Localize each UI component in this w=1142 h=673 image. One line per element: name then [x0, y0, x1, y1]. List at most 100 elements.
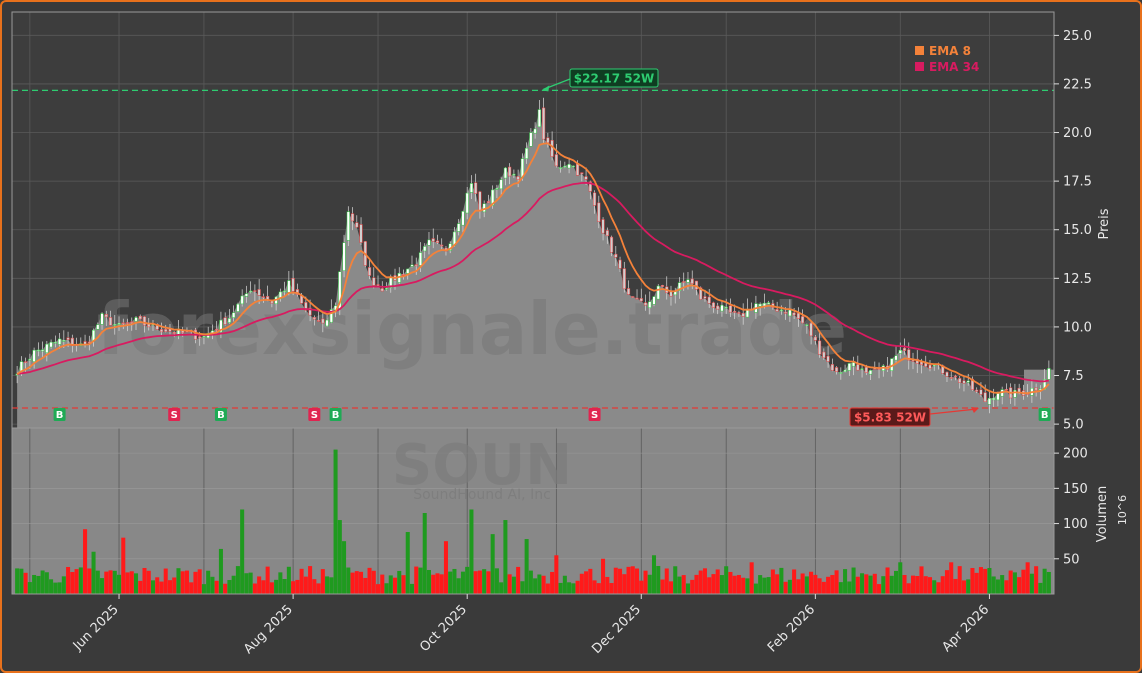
- candle-body: [839, 372, 843, 374]
- candle-body: [822, 351, 826, 359]
- volume-bar: [231, 575, 236, 594]
- candle-body: [499, 179, 503, 190]
- volume-bar: [452, 568, 457, 594]
- candle-body: [618, 259, 622, 269]
- volume-bar: [172, 577, 177, 594]
- volume-bar: [732, 575, 737, 594]
- candle-body: [728, 305, 733, 313]
- volume-bar: [218, 548, 223, 594]
- volume-bar: [167, 580, 172, 594]
- candle-body: [142, 316, 147, 326]
- high-52w-arrowhead: [541, 85, 550, 92]
- price-tick-label: 25.0: [1063, 29, 1092, 44]
- volume-bar: [1004, 580, 1009, 594]
- volume-bar: [949, 562, 954, 594]
- volume-bar: [261, 580, 266, 594]
- candle: [440, 238, 444, 250]
- candle: [96, 322, 100, 330]
- volume-bar: [325, 576, 330, 594]
- candle: [801, 309, 805, 324]
- volume-bar: [388, 575, 393, 594]
- volume-bar: [987, 567, 992, 594]
- volume-bar: [214, 580, 219, 594]
- candle-body: [979, 389, 983, 395]
- candle: [108, 310, 113, 326]
- candle-body: [384, 288, 389, 290]
- price-tick-label: 5.0: [1063, 418, 1084, 433]
- candle: [580, 172, 584, 182]
- volume-bar: [567, 582, 572, 594]
- volume-bar: [635, 568, 640, 594]
- signal-badge: [168, 408, 181, 421]
- volume-bar: [575, 580, 580, 594]
- sell-signal: S: [308, 408, 321, 421]
- volume-bar: [392, 577, 398, 594]
- volume-bar: [19, 568, 24, 594]
- candle: [758, 302, 762, 316]
- candle-body: [503, 167, 507, 179]
- signal-badge: [53, 408, 66, 421]
- volume-bar: [804, 576, 809, 594]
- volume-tick-label: 50: [1063, 552, 1080, 567]
- candle: [533, 122, 537, 139]
- candle-body: [1004, 388, 1008, 391]
- candle-body: [491, 189, 495, 206]
- volume-bar: [465, 566, 470, 594]
- volume-bar: [384, 583, 389, 594]
- volume-bar: [401, 575, 406, 594]
- volume-bar: [1034, 566, 1039, 594]
- candle-body: [868, 370, 873, 375]
- candle: [431, 228, 435, 249]
- candle-body: [949, 377, 953, 379]
- volume-bar: [588, 568, 593, 594]
- signal-letter: B: [1041, 410, 1049, 421]
- candle-body: [321, 318, 325, 324]
- candle: [261, 293, 265, 303]
- candle-body: [856, 364, 860, 371]
- candle-body: [28, 358, 32, 361]
- candle-body: [830, 364, 834, 371]
- candle-body: [249, 290, 253, 293]
- candle: [53, 335, 57, 348]
- volume-bar: [146, 570, 151, 594]
- candle-body: [380, 288, 384, 292]
- candle-body: [835, 367, 839, 372]
- candle: [223, 312, 227, 326]
- candle: [1034, 383, 1038, 397]
- candle-body: [724, 306, 728, 309]
- sell-signal: S: [168, 408, 181, 421]
- volume-bar: [252, 583, 257, 594]
- candle-body: [49, 341, 53, 348]
- volume-bar: [142, 567, 147, 594]
- volume-bar: [524, 539, 529, 594]
- volume-bar: [278, 572, 283, 594]
- candle-body: [601, 219, 605, 234]
- candle: [635, 289, 639, 300]
- candle: [605, 227, 609, 244]
- candle-body: [699, 287, 703, 300]
- candle-body: [711, 302, 716, 308]
- candle: [737, 310, 741, 317]
- candle: [609, 235, 614, 257]
- volume-bar: [129, 571, 134, 594]
- candle: [958, 376, 962, 389]
- candle: [240, 289, 244, 307]
- volume-panel: [12, 428, 1054, 594]
- candle-body: [215, 328, 219, 331]
- candle: [660, 284, 665, 288]
- volume-bar: [163, 568, 168, 594]
- candle-body: [741, 313, 745, 317]
- candle: [949, 371, 953, 381]
- volume-bar: [702, 568, 707, 594]
- volume-bar: [189, 582, 194, 594]
- candle: [346, 206, 350, 246]
- candle-body: [1013, 390, 1017, 398]
- candle-body: [41, 349, 45, 352]
- candle-body: [164, 328, 168, 332]
- candle-body: [648, 301, 652, 309]
- volume-bar: [902, 574, 907, 594]
- volume-bar: [350, 572, 355, 594]
- company-watermark: SoundHound AI, Inc: [413, 487, 551, 503]
- volume-bar: [57, 582, 62, 594]
- price-tick-label: 15.0: [1063, 223, 1092, 238]
